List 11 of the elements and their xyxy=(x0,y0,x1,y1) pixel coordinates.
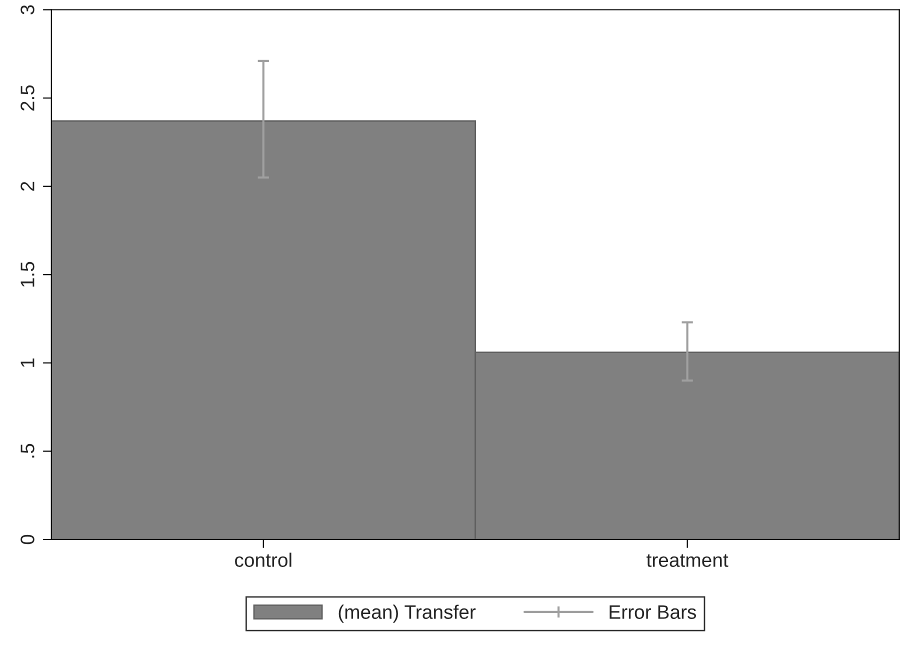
x-tick-label: control xyxy=(235,552,292,567)
text: Error Bars xyxy=(610,605,696,619)
x-tick-label: treatment xyxy=(646,554,728,567)
y-tick-label: 1 xyxy=(20,358,34,367)
legend-label: (mean) Transfer xyxy=(338,604,476,623)
y-tick-label: .5 xyxy=(20,444,34,458)
y-tick-label: 2 xyxy=(20,182,34,191)
y-tick-label: 1.5 xyxy=(20,262,34,287)
y-tick-label: 3 xyxy=(20,5,34,14)
y-tick-label: 2.5 xyxy=(20,85,34,111)
y-tick-label: 0 xyxy=(20,534,34,544)
